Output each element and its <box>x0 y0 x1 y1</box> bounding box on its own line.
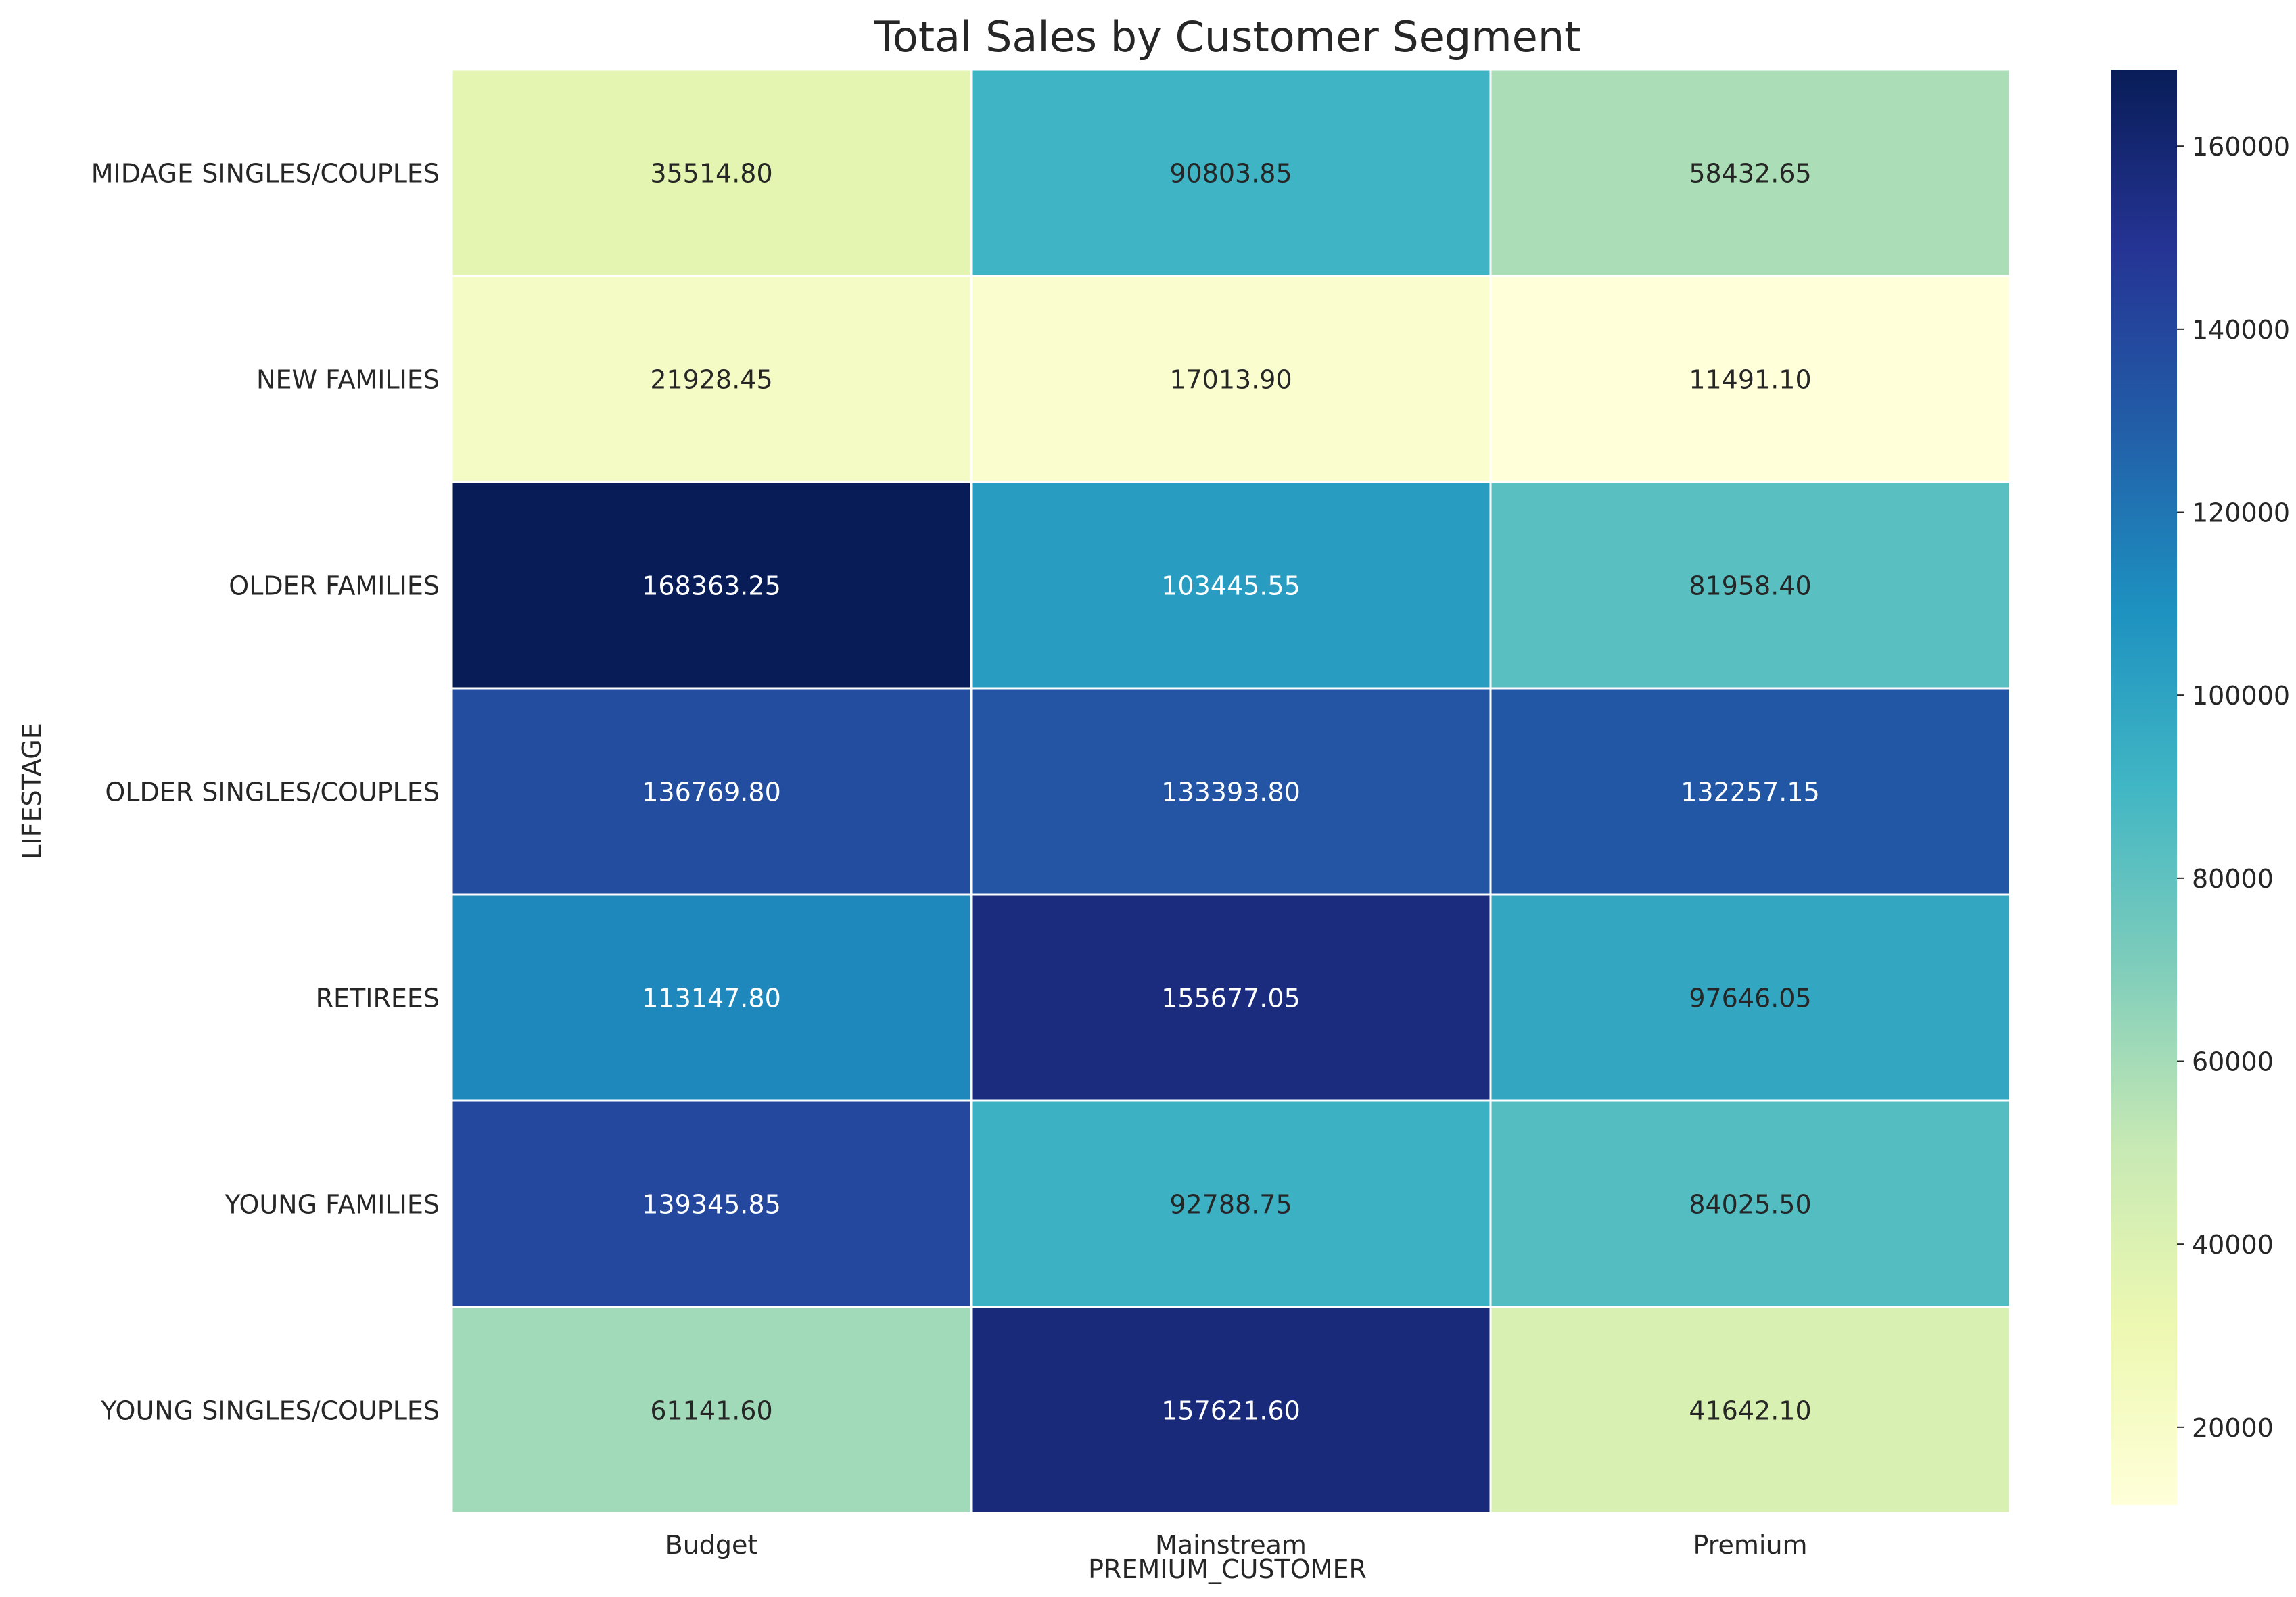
heatmap-cell <box>1489 687 2011 896</box>
cell-value-label: 61141.60 <box>650 1396 772 1426</box>
x-tick-label: Budget <box>665 1530 758 1560</box>
colorbar-tick-label: 100000 <box>2192 681 2290 711</box>
cell-value-label: 58432.65 <box>1689 159 1811 189</box>
y-tick-label: YOUNG SINGLES/COUPLES <box>100 1396 440 1426</box>
heatmap-cell <box>450 1099 973 1308</box>
cell-value-label: 132257.15 <box>1681 778 1820 807</box>
cell-value-label: 97646.05 <box>1689 984 1811 1014</box>
cell-value-label: 133393.80 <box>1161 778 1301 807</box>
heatmap-cells: 35514.80 90803.85 58432.65 21928.45 17013.90… <box>450 68 2011 1515</box>
colorbar-tick-label: 40000 <box>2192 1230 2274 1260</box>
colorbar-gradient <box>2111 70 2177 1505</box>
cell-value-label: 81958.40 <box>1689 571 1811 601</box>
heatmap-cell <box>970 275 1492 483</box>
chart-title: Total Sales by Customer Segment <box>874 12 1581 62</box>
heatmap-cell <box>1489 1099 2011 1308</box>
y-tick-label: YOUNG FAMILIES <box>224 1190 440 1220</box>
colorbar: 20000 40000 60000 80000 100000 120000 140000 16… <box>2111 70 2290 1505</box>
x-tick-label: Mainstream <box>1155 1530 1307 1560</box>
x-axis-label: PREMIUM_CUSTOMER <box>1088 1554 1367 1584</box>
heatmap-cell <box>450 68 973 277</box>
colorbar-tick-label: 60000 <box>2192 1047 2274 1077</box>
y-tick-label: OLDER FAMILIES <box>229 571 440 601</box>
cell-value-label: 155677.05 <box>1161 984 1301 1014</box>
heatmap-cell <box>970 893 1492 1102</box>
cell-value-label: 103445.55 <box>1161 571 1301 601</box>
cell-value-label: 168363.25 <box>642 571 781 601</box>
y-tick-label: OLDER SINGLES/COUPLES <box>105 778 440 807</box>
heatmap-cell <box>970 68 1492 277</box>
heatmap-cell <box>450 1306 973 1515</box>
colorbar-ticks: 20000 40000 60000 80000 100000 120000 140000 16… <box>2177 132 2290 1443</box>
cell-value-label: 84025.50 <box>1689 1190 1811 1220</box>
heatmap-cell <box>970 481 1492 690</box>
y-tick-labels: MIDAGE SINGLES/COUPLES NEW FAMILIES OLDER … <box>91 159 440 1426</box>
cell-value-label: 21928.45 <box>650 365 772 395</box>
colorbar-tick-label: 160000 <box>2192 132 2290 162</box>
heatmap-cell <box>450 275 973 483</box>
heatmap-cell <box>1489 893 2011 1102</box>
heatmap-cell <box>450 481 973 690</box>
y-tick-label: RETIREES <box>316 984 440 1014</box>
heatmap-cell <box>1489 275 2011 483</box>
heatmap-cell <box>1489 1306 2011 1515</box>
x-tick-label: Premium <box>1693 1530 1807 1560</box>
heatmap-cell <box>970 1306 1492 1515</box>
cell-value-label: 113147.80 <box>642 984 781 1014</box>
cell-value-label: 157621.60 <box>1161 1396 1301 1426</box>
cell-value-label: 17013.90 <box>1169 365 1292 395</box>
cell-value-label: 139345.85 <box>642 1190 781 1220</box>
heatmap-cell <box>970 1099 1492 1308</box>
cell-value-label: 11491.10 <box>1689 365 1811 395</box>
colorbar-tick-label: 20000 <box>2192 1413 2274 1443</box>
colorbar-tick-label: 140000 <box>2192 315 2290 345</box>
x-tick-labels: Budget Mainstream Premium <box>665 1530 1808 1560</box>
cell-value-label: 92788.75 <box>1169 1190 1292 1220</box>
colorbar-tick-label: 120000 <box>2192 498 2290 528</box>
y-tick-label: NEW FAMILIES <box>256 365 440 395</box>
heatmap-cell <box>450 687 973 896</box>
y-tick-label: MIDAGE SINGLES/COUPLES <box>91 159 440 189</box>
cell-value-label: 41642.10 <box>1689 1396 1811 1426</box>
cell-value-label: 136769.80 <box>642 778 781 807</box>
heatmap-cell <box>450 893 973 1102</box>
cell-value-label: 90803.85 <box>1169 159 1292 189</box>
y-axis-label: LIFESTAGE <box>17 723 47 859</box>
heatmap-cell <box>1489 68 2011 277</box>
cell-value-label: 35514.80 <box>650 159 772 189</box>
colorbar-tick-label: 80000 <box>2192 864 2274 894</box>
